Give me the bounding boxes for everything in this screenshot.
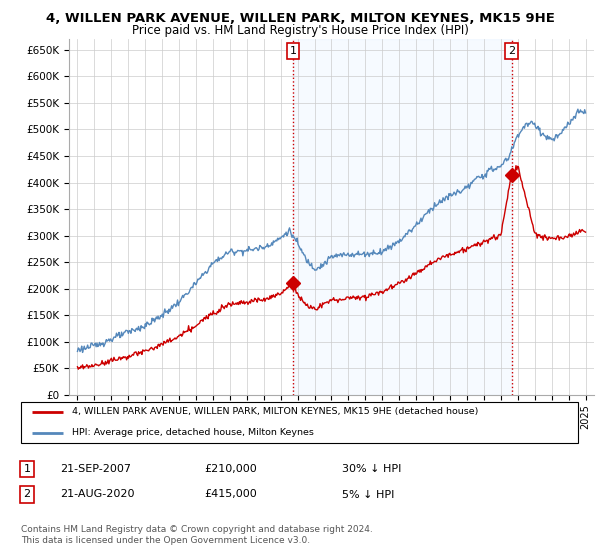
Text: 1: 1 bbox=[23, 464, 31, 474]
Text: HPI: Average price, detached house, Milton Keynes: HPI: Average price, detached house, Milt… bbox=[71, 428, 313, 437]
Text: £210,000: £210,000 bbox=[204, 464, 257, 474]
Text: 21-AUG-2020: 21-AUG-2020 bbox=[60, 489, 134, 500]
Text: 1: 1 bbox=[289, 46, 296, 56]
Text: £415,000: £415,000 bbox=[204, 489, 257, 500]
Text: 5% ↓ HPI: 5% ↓ HPI bbox=[342, 489, 394, 500]
Text: Price paid vs. HM Land Registry's House Price Index (HPI): Price paid vs. HM Land Registry's House … bbox=[131, 24, 469, 37]
Text: Contains HM Land Registry data © Crown copyright and database right 2024.
This d: Contains HM Land Registry data © Crown c… bbox=[21, 525, 373, 545]
Text: 30% ↓ HPI: 30% ↓ HPI bbox=[342, 464, 401, 474]
Text: 2: 2 bbox=[23, 489, 31, 500]
FancyBboxPatch shape bbox=[21, 402, 578, 443]
Text: 2: 2 bbox=[508, 46, 515, 56]
Text: 21-SEP-2007: 21-SEP-2007 bbox=[60, 464, 131, 474]
Bar bbox=[293, 39, 512, 395]
Text: 4, WILLEN PARK AVENUE, WILLEN PARK, MILTON KEYNES, MK15 9HE: 4, WILLEN PARK AVENUE, WILLEN PARK, MILT… bbox=[46, 12, 554, 25]
Text: 4, WILLEN PARK AVENUE, WILLEN PARK, MILTON KEYNES, MK15 9HE (detached house): 4, WILLEN PARK AVENUE, WILLEN PARK, MILT… bbox=[71, 407, 478, 416]
